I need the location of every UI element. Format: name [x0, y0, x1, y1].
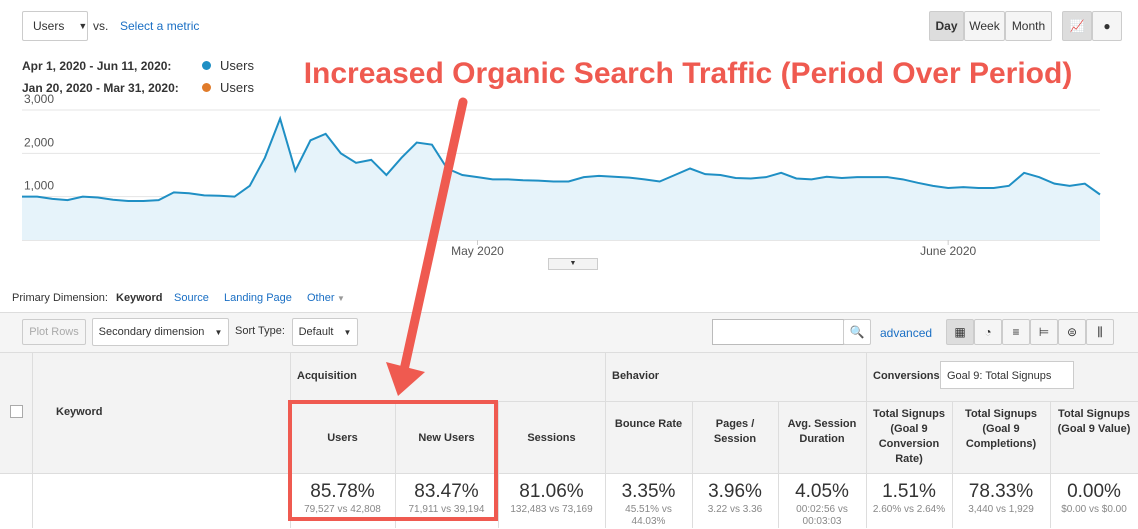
column-divider: [952, 401, 953, 528]
metric-dropdown[interactable]: Users ▼: [22, 11, 88, 41]
dimension-label: Primary Dimension:: [12, 292, 108, 304]
dropdown-arrow: ▼: [337, 294, 345, 303]
column-header: Keyword: [56, 406, 103, 418]
select-all-checkbox[interactable]: [10, 405, 23, 418]
column-header: Pages / Session: [713, 418, 757, 445]
column-divider: [605, 401, 606, 528]
total-value: 85.78%: [310, 481, 375, 502]
column-divider: [692, 401, 693, 528]
total-comparison: 3.22 vs 3.36: [707, 504, 763, 515]
column-header: New Users: [418, 432, 475, 444]
week-button[interactable]: Week: [964, 11, 1005, 41]
column-divider: [498, 401, 499, 528]
column-divider: [32, 353, 33, 528]
area: [22, 118, 1100, 240]
chart: 1,000 2,000 3,000 May 2020 June 2020: [22, 92, 1101, 258]
chart-resize[interactable]: ▼: [548, 258, 598, 270]
total-comparison: 2.60% vs 2.64%: [872, 504, 946, 515]
legend-label: Users: [220, 58, 254, 73]
column-header: Total Signups (Goal 9 Conversion Rate): [873, 408, 945, 465]
total-comparison: 3,440 vs 1,929: [968, 504, 1034, 515]
column-divider: [866, 401, 867, 528]
total-value: 3.35%: [621, 481, 676, 502]
y-tick-label: 1,000: [24, 179, 54, 193]
data-table: Acquisition Behavior Conversions Goal 9: To…: [0, 352, 1138, 529]
vs-label: vs.: [93, 19, 109, 33]
goal-dropdown[interactable]: Goal 9: Total Signups: [940, 361, 1074, 389]
line-chart-button[interactable]: 📈: [1062, 11, 1092, 41]
column-header: Users: [327, 432, 358, 444]
group-header: Acquisition: [297, 370, 357, 382]
legend-label: Users: [220, 80, 254, 95]
annotation-arrow: [399, 97, 468, 375]
total-value: 83.47%: [414, 481, 479, 502]
y-tick-label: 2,000: [24, 135, 54, 149]
view-button[interactable]: ≡: [1002, 319, 1030, 345]
arrow-head: [386, 362, 425, 396]
column-header: Avg. Session Duration: [787, 418, 857, 445]
legend-period: Jan 20, 2020 - Mar 31, 2020:: [22, 81, 179, 95]
plot-rows[interactable]: Plot Rows: [22, 319, 86, 345]
line: [22, 115, 1101, 202]
view-button[interactable]: ◔: [974, 319, 1002, 345]
total-value: 3.96%: [708, 481, 762, 502]
annotation-title: Increased Organic Search Traffic (Period…: [304, 57, 1073, 90]
y-tick-label: 3,000: [24, 92, 54, 106]
motion-chart-button[interactable]: ●: [1092, 11, 1122, 41]
select-metric[interactable]: Select a metric: [120, 19, 200, 33]
column-divider: [395, 401, 396, 528]
x-tick-label: June 2020: [920, 244, 976, 258]
view-button[interactable]: ⊨: [1030, 319, 1058, 345]
column-header: Bounce Rate: [614, 418, 683, 430]
total-value: 0.00%: [1067, 481, 1121, 502]
view-button[interactable]: ⊜: [1058, 319, 1086, 345]
view-button[interactable]: ⫼: [1086, 319, 1114, 345]
secondary-dimension[interactable]: Secondary dimension ▼: [92, 318, 229, 346]
total-comparison: 132,483 vs 73,169: [510, 504, 593, 515]
search-button[interactable]: 🔍: [843, 319, 871, 345]
group-header: Behavior: [612, 370, 660, 382]
column-divider: [1050, 401, 1051, 528]
total-comparison: 45.51% vs 44.03%: [625, 504, 672, 527]
view-button[interactable]: ▦: [946, 319, 974, 345]
total-comparison: 71,911 vs 39,194: [408, 504, 485, 515]
month-button[interactable]: Month: [1005, 11, 1052, 41]
row-divider: [290, 401, 1138, 402]
dimension-link[interactable]: Landing Page: [224, 292, 292, 304]
column-header: Sessions: [527, 432, 576, 444]
total-value: 81.06%: [519, 481, 584, 502]
total-comparison: 00:02:56 vs 00:03:03: [796, 504, 848, 527]
total-value: 4.05%: [795, 481, 849, 502]
column-header: Total Signups (Goal 9 Value): [1057, 408, 1131, 435]
total-value: 78.33%: [968, 481, 1034, 502]
search-input[interactable]: [712, 319, 844, 345]
metric: Users: [33, 19, 65, 33]
legend-dot: [202, 83, 211, 92]
column-header: Total Signups (Goal 9 Completions): [965, 408, 1037, 450]
total-comparison: 79,527 vs 42,808: [304, 504, 381, 515]
total-value: 1.51%: [882, 481, 936, 502]
legend-period: Apr 1, 2020 - Jun 11, 2020:: [22, 59, 172, 73]
day-button[interactable]: Day: [929, 11, 964, 41]
group-header: Conversions: [873, 370, 940, 382]
dimension-link[interactable]: Other: [307, 292, 335, 304]
sort-label: Sort Type:: [235, 325, 285, 337]
advanced-link[interactable]: advanced: [880, 326, 933, 340]
sort-value: Default: [298, 326, 334, 338]
totals-row: [0, 473, 1138, 529]
secondary-label: Secondary dimension: [98, 326, 205, 338]
sort-dropdown[interactable]: Default ▼: [292, 318, 358, 346]
dimension-active: Keyword: [116, 292, 163, 304]
highlight-box: [288, 400, 498, 521]
view-buttons: ▦ ◔ ≡ ⊨ ⊜ ⫼: [946, 319, 1116, 345]
total-comparison: $0.00 vs $0.00: [1061, 504, 1127, 515]
column-divider: [778, 401, 779, 528]
x-tick-label: May 2020: [451, 244, 504, 258]
dimension-link[interactable]: Source: [174, 292, 209, 304]
legend-dot: [202, 61, 211, 70]
